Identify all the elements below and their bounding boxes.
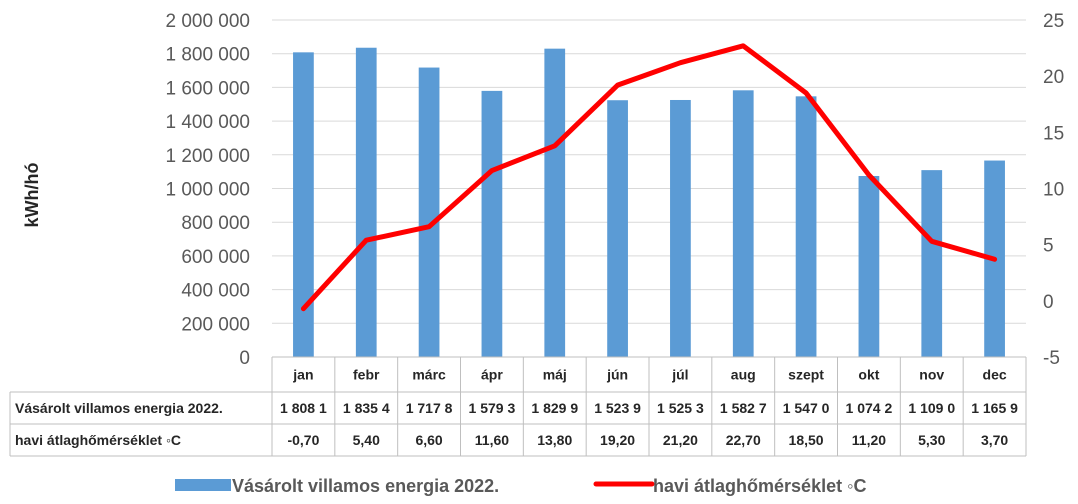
y2-tick-label: 25 <box>1043 11 1064 32</box>
y-tick-label: 1 400 000 <box>165 112 250 133</box>
bar <box>795 96 817 357</box>
data-label: 13,80 <box>537 432 572 448</box>
legend-label: Vásárolt villamos energia 2022. <box>232 476 499 496</box>
y2-tick-label: 10 <box>1043 180 1064 201</box>
table-row-label: havi átlaghőmérséklet ◦C <box>15 432 181 448</box>
bar <box>293 52 314 358</box>
x-tick-label: márc <box>412 367 446 383</box>
data-label: 1 835 4 <box>343 400 390 416</box>
data-label: 1 074 2 <box>846 400 893 416</box>
bar <box>481 90 503 358</box>
x-tick-label: júl <box>671 367 688 383</box>
legend-label: havi átlaghőmérséklet ◦C <box>653 476 866 496</box>
table-row-label: Vásárolt villamos energia 2022. <box>15 400 223 416</box>
data-label: 6,60 <box>415 432 442 448</box>
x-tick-label: jan <box>292 367 313 383</box>
x-tick-label: febr <box>353 367 380 383</box>
legend-swatch-bar <box>175 479 231 491</box>
x-tick-label: aug <box>731 367 756 383</box>
data-label: 1 547 0 <box>783 400 830 416</box>
y-tick-label: 1 200 000 <box>165 146 250 167</box>
x-tick-label: ápr <box>481 367 503 383</box>
data-label: 5,30 <box>918 432 945 448</box>
x-tick-label: máj <box>543 367 567 383</box>
data-label: 18,50 <box>789 432 824 448</box>
bar <box>544 48 566 357</box>
x-tick-label: okt <box>858 367 879 383</box>
bar <box>355 47 377 357</box>
y-tick-label: 0 <box>239 348 250 369</box>
y2-tick-label: 15 <box>1043 123 1064 144</box>
data-label: 1 109 0 <box>908 400 955 416</box>
y-tick-label: 400 000 <box>181 281 250 302</box>
series-line <box>300 43 998 312</box>
bar <box>858 175 880 357</box>
y-tick-label: 800 000 <box>181 213 250 234</box>
data-label: 1 579 3 <box>469 400 516 416</box>
y-tick-label: 200 000 <box>181 314 250 335</box>
bar <box>921 170 943 357</box>
y-tick-label: 1 800 000 <box>165 45 250 66</box>
data-label: 3,70 <box>981 432 1008 448</box>
data-label: -0,70 <box>287 432 319 448</box>
bar <box>670 99 691 358</box>
data-label: 11,20 <box>852 432 886 448</box>
bar <box>418 67 440 358</box>
data-label: 1 165 9 <box>971 400 1018 416</box>
bar <box>732 90 754 357</box>
data-label: 5,40 <box>353 432 380 448</box>
data-label: 22,70 <box>726 432 761 448</box>
data-label: 1 717 8 <box>406 400 453 416</box>
y2-tick-label: 20 <box>1043 67 1064 88</box>
y2-tick-label: -5 <box>1043 348 1060 369</box>
y-tick-label: 1 000 000 <box>165 180 250 201</box>
data-label: 1 808 1 <box>280 400 327 416</box>
y-tick-label: 1 600 000 <box>165 78 250 99</box>
data-label: 1 523 9 <box>594 400 641 416</box>
data-label: 21,20 <box>663 432 698 448</box>
x-tick-label: jún <box>606 367 628 383</box>
y2-tick-label: 5 <box>1043 236 1054 257</box>
data-label: 1 525 3 <box>657 400 704 416</box>
x-tick-label: nov <box>919 367 944 383</box>
data-label: 1 829 9 <box>531 400 578 416</box>
data-label: 11,60 <box>475 432 509 448</box>
y-tick-label: 600 000 <box>181 247 250 268</box>
y2-tick-label: 0 <box>1043 292 1054 313</box>
data-label: 19,20 <box>600 432 635 448</box>
x-tick-label: szept <box>788 367 824 383</box>
data-label: 1 582 7 <box>720 400 767 416</box>
bar <box>607 100 628 358</box>
y-axis-title: kWh/hó <box>22 163 42 228</box>
x-tick-label: dec <box>983 367 1007 383</box>
y-tick-label: 2 000 000 <box>165 11 250 32</box>
